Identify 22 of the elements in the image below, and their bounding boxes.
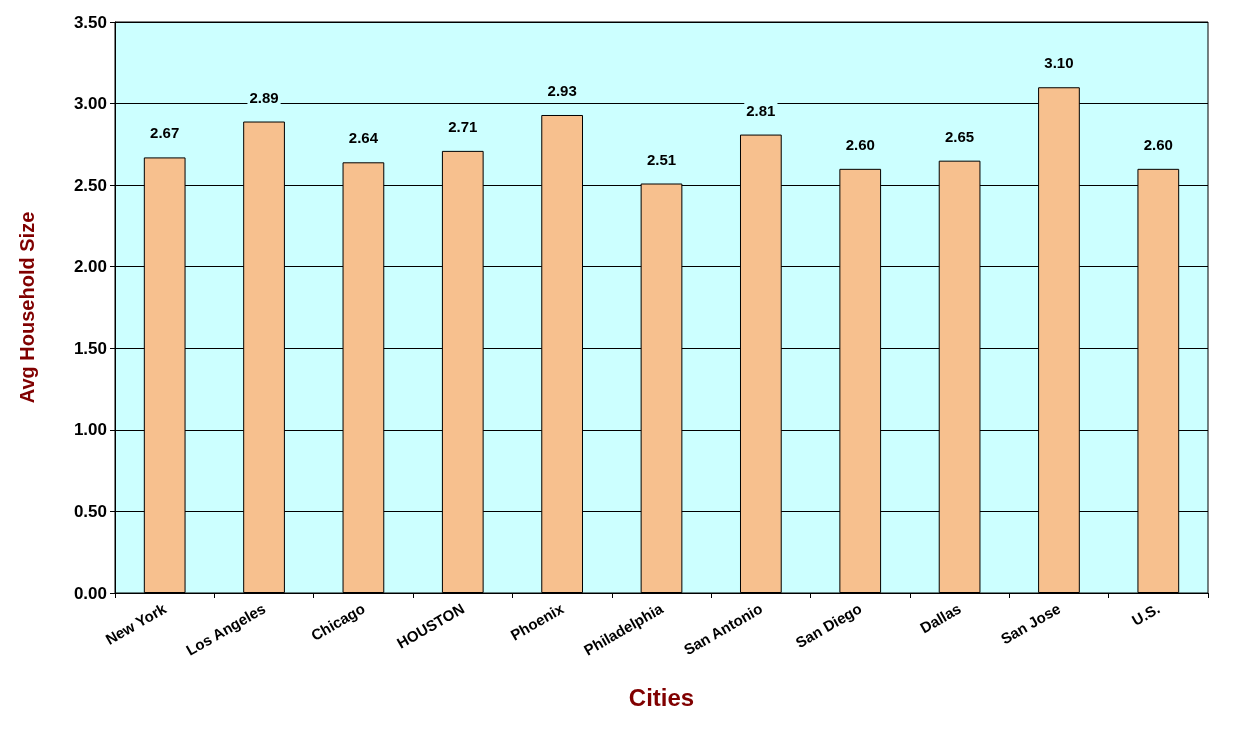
data-label: 2.71 xyxy=(448,117,478,135)
data-label: 2.51 xyxy=(646,150,677,168)
data-label: 2.81 xyxy=(746,101,776,119)
y-tick-label: 3.50 xyxy=(73,12,107,32)
data-label: 2.67 xyxy=(150,124,180,142)
y-tick-label: 0.50 xyxy=(73,501,107,521)
data-label: 3.10 xyxy=(1044,54,1074,72)
x-tick-label: U.S. xyxy=(1128,599,1163,629)
x-axis-title: Cities xyxy=(628,683,695,711)
data-label: 2.65 xyxy=(944,127,975,145)
y-axis-title: Avg Household Size xyxy=(16,211,38,404)
y-tick-label: 2.50 xyxy=(73,175,107,195)
y-tick-label: 2.00 xyxy=(73,257,107,277)
data-label: 2.93 xyxy=(547,81,577,99)
x-tick-label: San Jose xyxy=(997,599,1064,648)
data-label: 2.60 xyxy=(845,135,875,153)
data-label: 2.89 xyxy=(249,88,279,106)
y-tick-label: 3.00 xyxy=(73,94,107,114)
y-tick-label: 1.00 xyxy=(73,420,107,440)
y-tick-label: 1.50 xyxy=(73,338,107,358)
data-label: 2.60 xyxy=(1143,135,1173,153)
data-label: 2.64 xyxy=(348,129,379,147)
